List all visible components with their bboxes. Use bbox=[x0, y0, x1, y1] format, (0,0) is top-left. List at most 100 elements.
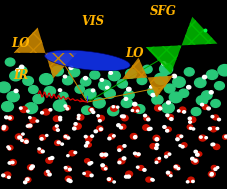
Circle shape bbox=[55, 140, 61, 145]
Circle shape bbox=[85, 171, 91, 177]
Circle shape bbox=[153, 135, 160, 141]
Circle shape bbox=[10, 71, 22, 81]
Circle shape bbox=[125, 175, 128, 178]
Circle shape bbox=[44, 171, 50, 176]
Circle shape bbox=[121, 115, 123, 117]
Text: SFG: SFG bbox=[150, 5, 177, 18]
Circle shape bbox=[107, 177, 112, 182]
Text: IR: IR bbox=[14, 69, 29, 82]
Circle shape bbox=[202, 91, 212, 100]
Circle shape bbox=[136, 166, 139, 168]
Circle shape bbox=[174, 165, 177, 168]
Circle shape bbox=[202, 105, 208, 109]
Circle shape bbox=[39, 74, 53, 85]
Circle shape bbox=[5, 116, 8, 119]
Circle shape bbox=[179, 89, 189, 97]
Circle shape bbox=[20, 65, 24, 69]
Circle shape bbox=[169, 92, 182, 103]
Circle shape bbox=[131, 109, 133, 112]
Circle shape bbox=[210, 174, 213, 176]
Circle shape bbox=[90, 162, 93, 164]
Circle shape bbox=[30, 167, 33, 170]
Circle shape bbox=[55, 125, 58, 127]
Circle shape bbox=[152, 95, 163, 105]
Circle shape bbox=[218, 65, 227, 76]
Circle shape bbox=[160, 64, 173, 74]
Circle shape bbox=[200, 136, 202, 138]
Circle shape bbox=[81, 77, 91, 86]
Circle shape bbox=[104, 153, 108, 156]
Circle shape bbox=[117, 80, 127, 88]
Circle shape bbox=[166, 129, 169, 132]
Circle shape bbox=[213, 144, 220, 149]
Circle shape bbox=[223, 135, 227, 139]
Circle shape bbox=[29, 117, 31, 119]
Circle shape bbox=[180, 135, 183, 138]
Circle shape bbox=[225, 135, 227, 138]
Circle shape bbox=[196, 96, 208, 105]
Circle shape bbox=[0, 82, 10, 93]
Circle shape bbox=[188, 117, 191, 120]
Circle shape bbox=[213, 115, 218, 120]
Circle shape bbox=[159, 107, 162, 109]
Circle shape bbox=[59, 116, 62, 119]
Circle shape bbox=[58, 89, 62, 91]
Circle shape bbox=[2, 125, 8, 131]
Circle shape bbox=[90, 71, 100, 79]
Circle shape bbox=[8, 117, 11, 119]
Circle shape bbox=[21, 139, 23, 141]
Circle shape bbox=[150, 86, 153, 88]
Circle shape bbox=[61, 143, 63, 145]
Circle shape bbox=[176, 138, 179, 141]
Circle shape bbox=[135, 153, 140, 157]
Circle shape bbox=[101, 166, 107, 170]
Circle shape bbox=[90, 174, 93, 177]
Circle shape bbox=[123, 145, 126, 147]
Circle shape bbox=[166, 127, 171, 132]
Circle shape bbox=[100, 153, 106, 158]
Circle shape bbox=[93, 98, 105, 108]
Circle shape bbox=[127, 175, 130, 178]
Circle shape bbox=[168, 153, 171, 155]
Circle shape bbox=[162, 62, 166, 65]
Circle shape bbox=[100, 153, 104, 156]
Circle shape bbox=[177, 167, 180, 170]
Circle shape bbox=[26, 178, 29, 181]
Circle shape bbox=[69, 66, 73, 69]
Circle shape bbox=[48, 173, 51, 176]
Circle shape bbox=[143, 65, 152, 73]
Circle shape bbox=[2, 127, 5, 130]
Circle shape bbox=[191, 157, 194, 160]
Circle shape bbox=[27, 165, 34, 170]
Circle shape bbox=[202, 75, 207, 79]
Circle shape bbox=[97, 115, 99, 117]
Circle shape bbox=[126, 171, 133, 177]
Circle shape bbox=[22, 133, 24, 135]
Circle shape bbox=[150, 144, 156, 149]
Circle shape bbox=[57, 141, 60, 144]
Polygon shape bbox=[182, 17, 217, 45]
Circle shape bbox=[15, 134, 22, 140]
Circle shape bbox=[27, 110, 29, 112]
Circle shape bbox=[109, 71, 120, 81]
Circle shape bbox=[120, 124, 126, 129]
Circle shape bbox=[179, 145, 181, 146]
Circle shape bbox=[29, 86, 38, 94]
Circle shape bbox=[28, 124, 32, 127]
Circle shape bbox=[33, 94, 44, 104]
Circle shape bbox=[25, 140, 28, 143]
Circle shape bbox=[194, 150, 197, 153]
Circle shape bbox=[155, 161, 158, 163]
Circle shape bbox=[118, 149, 121, 151]
Circle shape bbox=[172, 74, 176, 78]
Circle shape bbox=[50, 156, 54, 159]
Circle shape bbox=[152, 179, 154, 181]
Circle shape bbox=[47, 170, 49, 173]
Polygon shape bbox=[45, 50, 130, 71]
Circle shape bbox=[43, 109, 49, 115]
Circle shape bbox=[184, 68, 194, 76]
Circle shape bbox=[127, 87, 131, 91]
Circle shape bbox=[67, 179, 70, 182]
Circle shape bbox=[118, 158, 125, 164]
Text: VIS: VIS bbox=[82, 15, 105, 28]
